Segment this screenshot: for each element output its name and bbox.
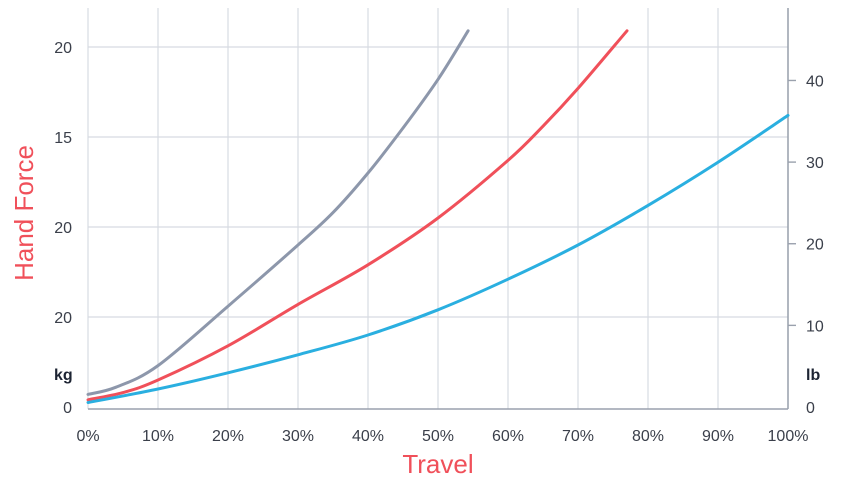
left-tick-label: 15: [54, 130, 72, 147]
series-line-3: [86, 113, 790, 404]
x-tick-label: 40%: [352, 428, 384, 445]
left-tick-label: 20: [54, 310, 72, 327]
left-tick-label: 20: [54, 40, 72, 57]
right-unit-label: lb: [806, 367, 820, 384]
left-unit-label: kg: [54, 367, 73, 384]
x-tick-label: 100%: [768, 428, 809, 445]
right-tick-label: 20: [806, 237, 824, 254]
right-tick-label: 0: [806, 400, 815, 417]
x-tick-label: 80%: [632, 428, 664, 445]
left-tick-label: 0: [63, 400, 72, 417]
x-tick-label: 30%: [282, 428, 314, 445]
grid: [87, 8, 789, 409]
series-lines: [86, 29, 790, 404]
x-tick-label: 70%: [562, 428, 594, 445]
x-axis-title: Travel: [402, 449, 473, 479]
right-tick-label: 40: [806, 73, 824, 90]
x-tick-label: 20%: [212, 428, 244, 445]
x-tick-label: 10%: [142, 428, 174, 445]
x-tick-label: 60%: [492, 428, 524, 445]
series-line-2: [86, 29, 629, 402]
left-tick-label: 20: [54, 220, 72, 237]
right-tick-label: 10: [806, 318, 824, 335]
axes: [88, 8, 796, 410]
series-line-1: [86, 29, 470, 396]
tick-labels: 0% 10% 20% 30% 40% 50% 60% 70% 80% 90% 100% 0 20 20 15…: [54, 40, 824, 445]
right-tick-label: 30: [806, 155, 824, 172]
x-tick-label: 0%: [76, 428, 99, 445]
y-axis-title: Hand Force: [9, 145, 39, 281]
x-tick-label: 90%: [702, 428, 734, 445]
x-tick-label: 50%: [422, 428, 454, 445]
